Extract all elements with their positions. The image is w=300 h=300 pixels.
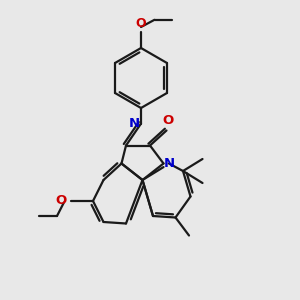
Text: N: N xyxy=(129,117,140,130)
Text: O: O xyxy=(136,17,146,30)
Text: O: O xyxy=(56,194,67,208)
Text: O: O xyxy=(162,115,174,128)
Text: N: N xyxy=(163,157,175,170)
